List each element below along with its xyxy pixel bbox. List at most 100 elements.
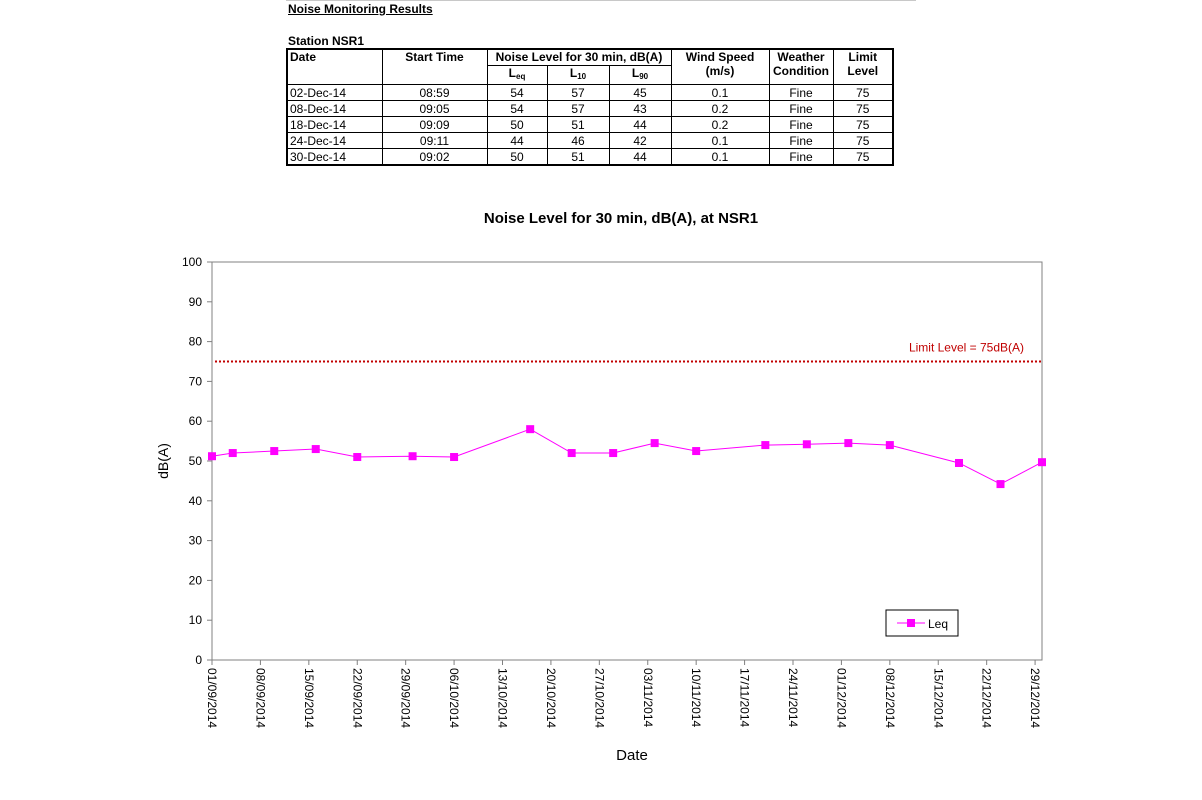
cell-weather: Fine [768,116,834,133]
cell-leq: 50 [486,116,548,133]
header-date: Date [286,48,383,85]
header-wind-speed-line2: (m/s) [705,64,735,78]
y-tick-label: 70 [189,374,203,388]
cell-l10: 46 [546,132,610,149]
cell-time: 08:59 [381,84,488,101]
cell-time: 09:02 [381,148,488,166]
y-tick-label: 50 [189,454,203,468]
station-label: Station NSR1 [288,34,365,48]
data-point-leq [408,452,417,461]
header-weather-line2: Condition [773,64,829,78]
x-tick-label: 29/12/2014 [1028,668,1042,728]
header-l10-sub: 10 [577,72,587,81]
y-axis-label: dB(A) [155,443,171,479]
header-l10-main: L [569,66,578,80]
table-row: 24-Dec-14 09:11 44 46 42 0.1 Fine 75 [286,132,894,149]
y-axis: 0 10 20 30 40 50 60 70 80 90 100 [182,255,212,667]
x-tick-label: 15/12/2014 [931,668,945,728]
x-tick-label: 01/12/2014 [834,668,848,728]
cell-l10: 57 [546,100,610,117]
data-point-leq [208,452,216,461]
data-point-leq [802,440,811,449]
x-tick-label: 13/10/2014 [496,668,510,728]
cell-weather: Fine [768,84,834,101]
title-rule [286,0,916,1]
chart-legend: Leq [885,609,959,637]
header-start-time: Start Time [381,48,488,85]
cell-date: 24-Dec-14 [286,132,383,149]
series-group [208,425,1046,489]
cell-date: 18-Dec-14 [286,116,383,133]
x-tick-label: 22/12/2014 [980,668,994,728]
cell-leq: 54 [486,84,548,101]
x-tick-label: 20/10/2014 [544,668,558,728]
cell-wind: 0.1 [670,132,770,149]
cell-l90: 44 [608,116,672,133]
y-tick-label: 30 [189,534,203,548]
data-point-leq [270,447,279,456]
header-l10: L10 [546,65,610,85]
cell-l90: 42 [608,132,672,149]
data-point-leq [955,458,963,467]
header-leq: Leq [486,65,548,85]
cell-weather: Fine [768,148,834,166]
table-row: 02-Dec-14 08:59 54 57 45 0.1 Fine 75 [286,84,894,101]
noise-level-chart: Noise Level for 30 min, dB(A), at NSR1 0… [155,210,1046,764]
x-tick-label: 08/09/2014 [253,668,267,728]
x-tick-label: 22/09/2014 [350,668,364,728]
table-row: 08-Dec-14 09:05 54 57 43 0.2 Fine 75 [286,100,894,117]
y-tick-label: 100 [182,255,202,269]
y-tick-label: 40 [189,494,203,508]
cell-limit: 75 [832,84,894,101]
cell-time: 09:09 [381,116,488,133]
legend-marker [907,619,915,627]
table-header-row: Date Start Time Noise Level for 30 min, … [286,48,894,85]
cell-date: 30-Dec-14 [286,148,383,166]
x-tick-label: 17/11/2014 [738,668,752,727]
table-row: 30-Dec-14 09:02 50 51 44 0.1 Fine 75 [286,148,894,166]
data-point-leq [526,425,535,434]
data-point-leq [1038,458,1046,467]
cell-l90: 45 [608,84,672,101]
cell-wind: 0.2 [670,100,770,117]
cell-date: 02-Dec-14 [286,84,383,101]
data-point-leq [567,449,576,458]
table-row: 18-Dec-14 09:09 50 51 44 0.2 Fine 75 [286,116,894,133]
limit-line-group: Limit Level = 75dB(A) [215,341,1042,363]
results-table: Date Start Time Noise Level for 30 min, … [286,48,894,166]
cell-limit: 75 [832,100,894,117]
data-point-leq [996,480,1005,489]
x-tick-label: 01/09/2014 [205,668,219,728]
header-leq-main: L [508,66,516,80]
legend-label: Leq [928,617,948,631]
limit-line-label: Limit Level = 75dB(A) [909,341,1024,355]
cell-wind: 0.2 [670,116,770,133]
cell-l10: 51 [546,148,610,166]
header-limit-line2: Level [847,64,879,78]
y-tick-label: 80 [189,335,203,349]
table-subheader-row: Leq L10 L90 [287,65,893,85]
header-wind-speed-line1: Wind Speed [685,50,755,64]
x-axis: 01/09/2014 08/09/2014 15/09/2014 22/09/2014… [205,660,1042,728]
x-tick-label: 03/11/2014 [641,668,655,727]
cell-l90: 44 [608,148,672,166]
header-l90: L90 [608,65,672,85]
data-point-leq [311,445,320,454]
cell-wind: 0.1 [670,84,770,101]
data-point-leq [844,439,853,448]
y-tick-label: 10 [189,613,203,627]
cell-l10: 51 [546,116,610,133]
data-point-leq [761,441,770,450]
cell-wind: 0.1 [670,148,770,166]
header-l90-main: L [631,66,640,80]
x-tick-label: 06/10/2014 [447,668,461,728]
cell-weather: Fine [768,100,834,117]
header-weather: Weather Condition [768,48,834,85]
header-noise-level: Noise Level for 30 min, dB(A) [486,48,672,66]
x-tick-label: 15/09/2014 [302,668,316,728]
report-title: Noise Monitoring Results [288,2,433,16]
header-l90-sub: 90 [639,72,649,81]
header-weather-line1: Weather [777,50,825,64]
header-leq-sub: eq [516,72,526,81]
x-tick-label: 27/10/2014 [592,668,606,728]
